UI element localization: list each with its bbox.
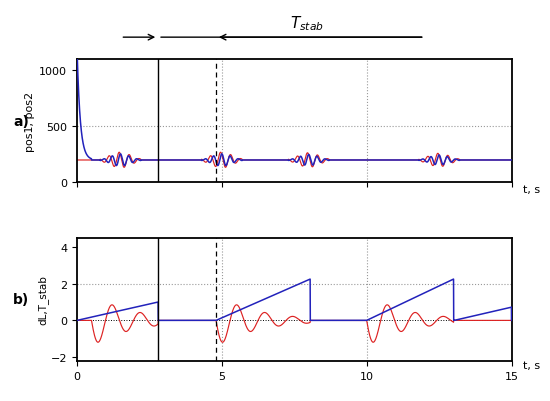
- Text: t, s: t, s: [523, 184, 540, 194]
- Y-axis label: pos1, pos2: pos1, pos2: [25, 91, 35, 152]
- Text: a): a): [13, 115, 29, 128]
- Text: $T_{stab}$: $T_{stab}$: [290, 14, 324, 33]
- Y-axis label: dL,T_stab: dL,T_stab: [37, 275, 48, 324]
- Text: t, s: t, s: [523, 360, 540, 371]
- Text: b): b): [13, 293, 29, 306]
